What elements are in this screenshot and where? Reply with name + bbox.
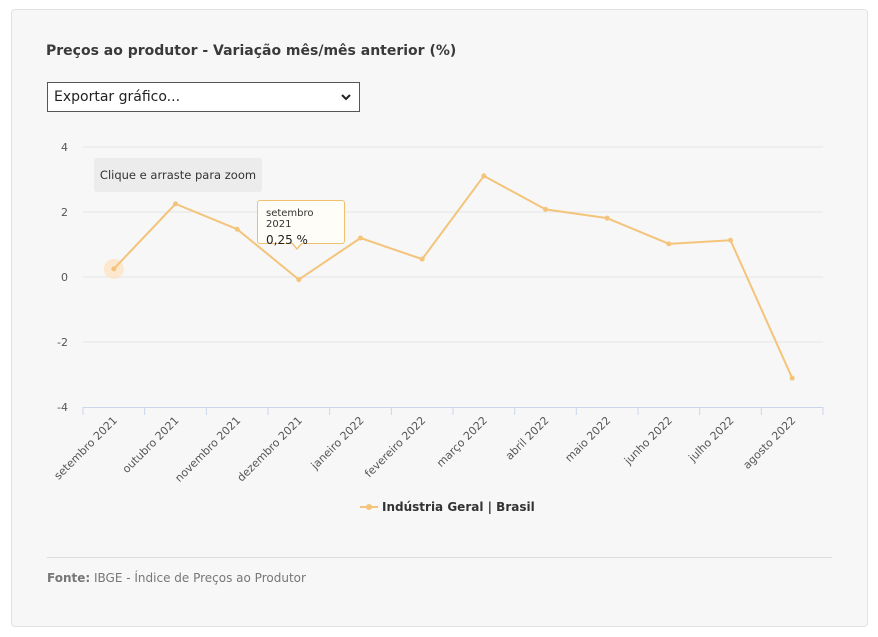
divider <box>47 557 832 558</box>
data-point <box>789 375 795 381</box>
y-tick-label: -4 <box>57 401 68 414</box>
zoom-hint: Clique e arraste para zoom <box>94 158 262 192</box>
export-select-label: Exportar gráfico... <box>54 89 181 105</box>
chart-title: Preços ao produtor - Variação mês/mês an… <box>46 43 457 59</box>
x-tick-label: maio 2022 <box>563 414 614 465</box>
data-point <box>543 206 548 212</box>
x-tick-label: novembro 2021 <box>172 414 243 485</box>
data-point <box>666 241 672 247</box>
x-tick-label: agosto 2022 <box>741 414 799 472</box>
data-point <box>358 235 363 241</box>
chevron-down-icon <box>341 94 351 101</box>
x-tick-label: julho 2022 <box>686 414 737 465</box>
data-point <box>728 237 733 243</box>
tooltip-category: setembro 2021 <box>266 208 314 230</box>
source-note: Fonte: IBGE - Índice de Preços ao Produt… <box>47 571 306 585</box>
x-tick-label: março 2022 <box>434 414 490 470</box>
legend-item[interactable]: Indústria Geral | Brasil <box>360 500 535 514</box>
data-point <box>481 173 487 179</box>
series-line <box>113 174 794 379</box>
data-point <box>111 266 117 272</box>
x-tick-label: janeiro 2022 <box>308 414 367 473</box>
data-point <box>296 277 302 283</box>
legend-label: Indústria Geral | Brasil <box>382 500 535 514</box>
y-tick-label: 2 <box>61 206 68 219</box>
x-tick-label: dezembro 2021 <box>235 414 305 484</box>
data-point <box>604 215 610 221</box>
y-tick-label: 0 <box>61 271 68 284</box>
source-text: IBGE - Índice de Preços ao Produtor <box>90 571 306 585</box>
x-tick-label: setembro 2021 <box>52 414 120 482</box>
x-tick-label: outubro 2021 <box>120 414 182 476</box>
y-tick-label: -2 <box>57 336 68 349</box>
data-point <box>419 256 425 262</box>
data-point <box>173 201 178 207</box>
legend-line-icon <box>360 504 378 510</box>
data-point <box>234 226 240 232</box>
tooltip: setembro 2021 0,25 % <box>257 200 345 250</box>
y-tick-label: 4 <box>61 141 68 154</box>
export-chart-select[interactable]: Exportar gráfico... <box>47 82 360 112</box>
x-tick-label: junho 2022 <box>621 414 675 468</box>
source-label: Fonte: <box>47 571 91 585</box>
tooltip-arrow-fill <box>292 242 302 248</box>
x-tick-label: fevereiro 2022 <box>362 414 428 480</box>
chart-card <box>11 9 868 627</box>
x-tick-label: abril 2022 <box>503 414 552 463</box>
